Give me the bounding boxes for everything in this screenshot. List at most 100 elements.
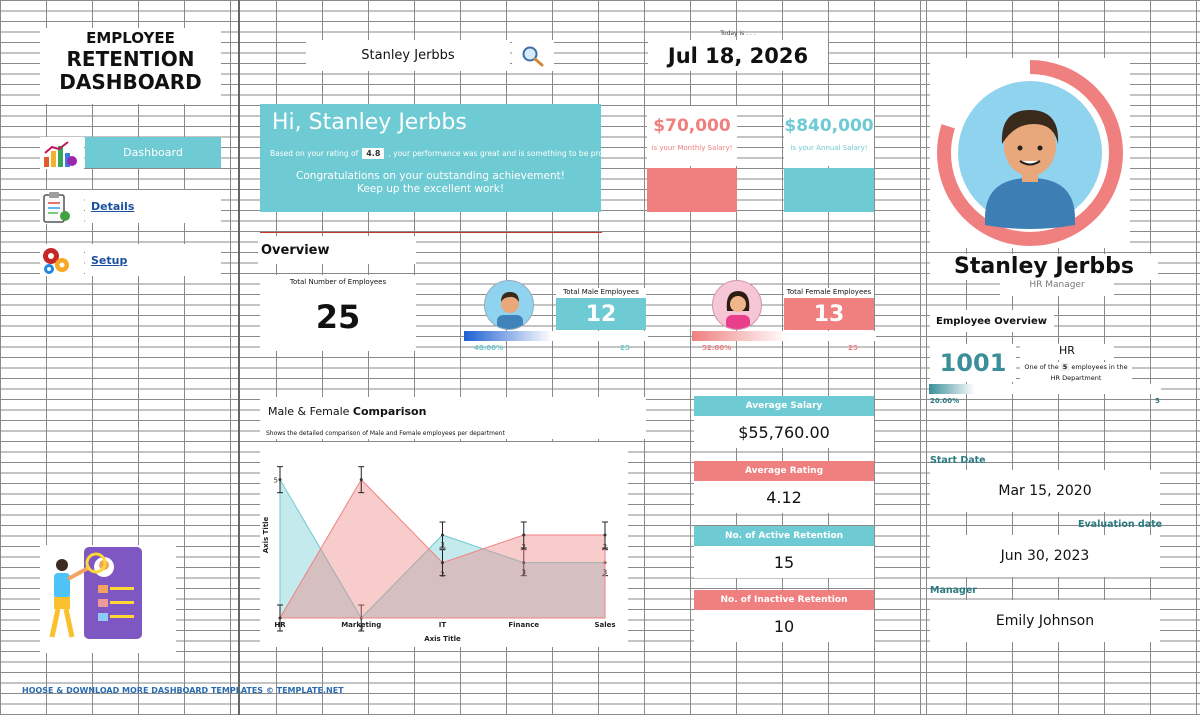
nav-icon-cell-setup xyxy=(40,244,84,276)
kpi-value: 15 xyxy=(694,546,874,578)
male-person-icon xyxy=(497,292,523,329)
profile-role: HR Manager xyxy=(1000,280,1114,296)
rating-suffix: , your performance was great and is some… xyxy=(388,149,613,158)
total-employees-value: 25 xyxy=(315,298,361,336)
female-total: 25 xyxy=(848,344,858,352)
evaluation-date-label: Evaluation date xyxy=(1078,519,1163,530)
female-person-icon xyxy=(726,291,750,329)
data-label: 3 xyxy=(603,569,607,577)
search-input[interactable]: Stanley Jerbbs xyxy=(306,40,510,71)
sidebar-item-details[interactable]: Details xyxy=(85,190,221,223)
sidebar-item-setup[interactable]: Setup xyxy=(85,244,221,276)
monthly-salary-bar xyxy=(647,168,737,212)
sidebar-item-dashboard[interactable]: Dashboard xyxy=(85,137,221,168)
comparison-title-bold: Comparison xyxy=(352,405,427,418)
annual-salary-bar xyxy=(784,168,874,212)
x-tick-label: IT xyxy=(439,621,447,629)
dept-percent: 20.00% xyxy=(930,397,960,405)
male-progress-fill xyxy=(464,331,553,341)
data-label: 2 xyxy=(603,543,607,551)
male-percent: 48.00% xyxy=(474,344,504,352)
congrats-line-2: Keep up the excellent work! xyxy=(356,182,505,195)
nav-icon-cell-details xyxy=(40,190,84,224)
kpi-label: No. of Inactive Retention xyxy=(694,590,874,610)
illustration-panel xyxy=(40,545,176,653)
profile-divider xyxy=(926,0,927,715)
kpi-label: Average Rating xyxy=(694,461,874,481)
date-label: Today is . . . xyxy=(720,30,756,37)
x-tick-label: Marketing xyxy=(341,621,381,629)
data-label: 5 xyxy=(359,624,363,632)
title-line-1: EMPLOYEE xyxy=(86,29,175,47)
annual-salary-label: is your Annual Salary! xyxy=(790,144,868,152)
kpi-value: 10 xyxy=(694,610,874,642)
start-date-label: Start Date xyxy=(930,455,986,466)
data-point xyxy=(359,478,363,482)
sidebar-divider xyxy=(238,0,240,715)
recruitment-illustration xyxy=(49,547,142,639)
dept-suffix: employees in the xyxy=(1071,363,1128,371)
dept-suffix2: HR Department xyxy=(1050,374,1102,382)
comparison-title: Male & Female Comparison xyxy=(268,405,426,418)
kpi-value: $55,760.00 xyxy=(694,416,874,448)
nav-icon-cell-dashboard xyxy=(40,137,84,169)
section-divider xyxy=(260,232,602,233)
x-tick-label: Finance xyxy=(508,621,539,629)
male-label: Total Male Employees xyxy=(556,288,646,298)
dashboard-title: EMPLOYEE RETENTION DASHBOARD xyxy=(40,28,221,104)
total-employees-label: Total Number of Employees xyxy=(289,278,387,286)
search-button[interactable] xyxy=(512,40,554,71)
male-count: 12 xyxy=(556,298,646,330)
start-date-value: Mar 15, 2020 xyxy=(930,470,1160,512)
manager-label: Manager xyxy=(930,585,977,596)
comparison-header: Male & Female Comparison Shows the detai… xyxy=(260,397,646,439)
employee-overview-title: Employee Overview xyxy=(930,310,1054,332)
female-progress-fill xyxy=(692,331,788,341)
data-label: 2 xyxy=(522,543,526,551)
sidebar-item-label: Setup xyxy=(91,253,128,267)
annual-salary-card: $840,000 is your Annual Salary! xyxy=(784,106,874,166)
dept-progress-track xyxy=(929,384,1161,394)
overview-title: Overview xyxy=(258,236,416,264)
profile-avatar-icon xyxy=(985,110,1075,229)
title-line-2: RETENTION xyxy=(66,46,195,71)
profile-ring xyxy=(937,60,1123,246)
female-percent: 52.00% xyxy=(702,344,732,352)
male-avatar xyxy=(484,280,534,330)
comparison-chart: 5 3 3 3 2 2 2 5 HR Marketing IT Finance Sales Axis Ti… xyxy=(262,466,616,643)
greeting-title: Hi, Stanley Jerbbs xyxy=(272,110,467,135)
monthly-salary-value: $70,000 xyxy=(653,116,731,136)
dept-count: 5 xyxy=(1060,363,1070,371)
chart-icon xyxy=(44,141,77,167)
comparison-subtitle: Shows the detailed comparison of Male an… xyxy=(266,430,505,437)
rating-prefix: Based on your rating of xyxy=(270,149,359,158)
data-label: 3 xyxy=(440,541,444,549)
gears-icon xyxy=(43,248,69,274)
profile-name: Stanley Jerbbs xyxy=(930,254,1158,280)
male-progress-track xyxy=(464,331,648,341)
kpi-label: No. of Active Retention xyxy=(694,526,874,546)
evaluation-date-value: Jun 30, 2023 xyxy=(930,535,1160,577)
congrats-line-1: Congratulations on your outstanding achi… xyxy=(296,170,565,182)
data-point xyxy=(603,533,607,537)
comparison-title-prefix: Male & Female xyxy=(268,405,353,418)
x-axis-title: Axis Title xyxy=(424,635,461,643)
profile-photo-panel xyxy=(930,58,1130,248)
kpi-value: 4.12 xyxy=(694,481,874,513)
rating-line: Based on your rating of 4.8, your perform… xyxy=(270,148,612,159)
comparison-chart-panel: 5 3 3 3 2 2 2 5 HR Marketing IT Finance Sales Axis Ti… xyxy=(260,442,628,647)
footer-credit[interactable]: HOOSE & DOWNLOAD MORE DASHBOARD TEMPLATE… xyxy=(22,686,344,695)
data-label: 3 xyxy=(522,569,526,577)
congrats-message: Congratulations on your outstanding achi… xyxy=(260,170,601,195)
data-point xyxy=(441,533,444,537)
x-tick-label: Sales xyxy=(594,621,615,629)
dept-prefix: One of the xyxy=(1024,363,1059,371)
sidebar-item-label: Details xyxy=(91,200,135,213)
dept-progress-fill xyxy=(929,384,976,394)
x-tick-label: HR xyxy=(274,621,286,629)
clipboard-icon xyxy=(43,192,70,223)
today-date: Jul 18, 2026 xyxy=(648,40,828,71)
employee-id: 1001 xyxy=(930,344,1016,382)
data-point xyxy=(441,561,444,565)
greeting-panel: Hi, Stanley Jerbbs Based on your rating … xyxy=(260,104,612,212)
